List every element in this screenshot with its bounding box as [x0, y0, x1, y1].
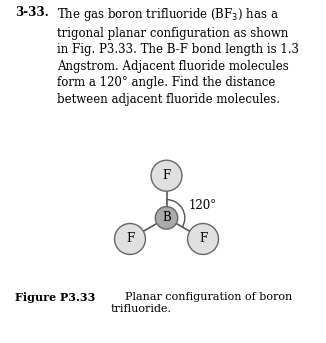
Text: Figure P3.33: Figure P3.33 — [15, 292, 95, 303]
Text: The gas boron trifluoride (BF$_3$) has a
trigonal planar configuration as shown
: The gas boron trifluoride (BF$_3$) has a… — [57, 6, 299, 106]
Circle shape — [155, 206, 178, 229]
Circle shape — [151, 160, 182, 191]
Text: 3-33.: 3-33. — [15, 6, 49, 19]
Text: F: F — [199, 233, 207, 246]
Text: F: F — [126, 233, 134, 246]
Text: F: F — [162, 169, 170, 182]
Circle shape — [114, 224, 145, 255]
Circle shape — [187, 224, 218, 255]
Text: Planar configuration of boron
trifluoride.: Planar configuration of boron trifluorid… — [111, 292, 292, 315]
Text: B: B — [162, 211, 171, 224]
Text: 120°: 120° — [189, 199, 217, 212]
